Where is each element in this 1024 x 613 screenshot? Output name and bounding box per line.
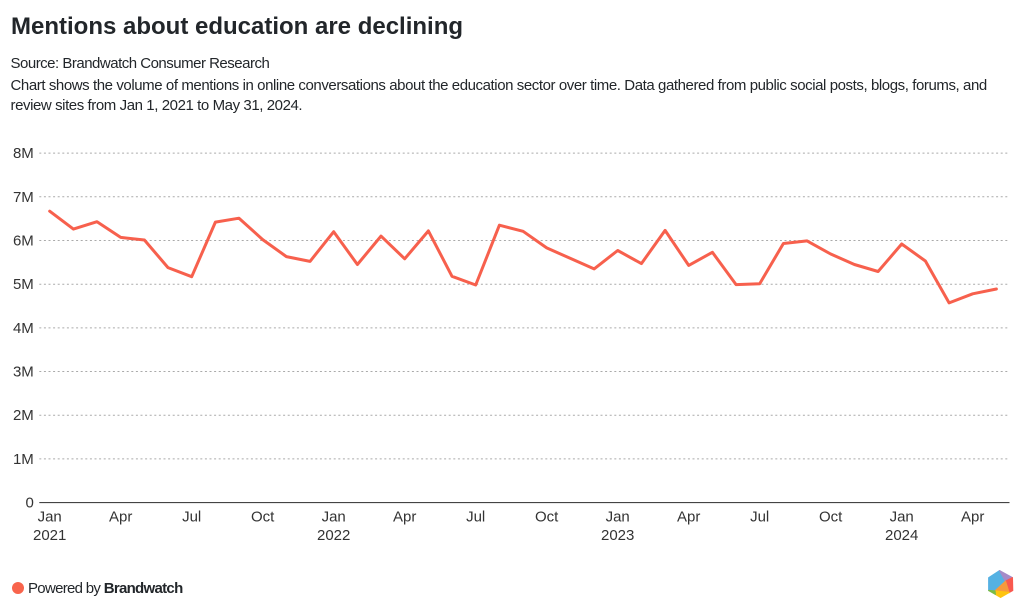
svg-text:6M: 6M <box>13 233 34 250</box>
svg-text:Oct: Oct <box>251 509 275 526</box>
svg-text:Apr: Apr <box>677 509 700 526</box>
svg-text:Jul: Jul <box>182 509 201 526</box>
svg-text:7M: 7M <box>13 189 34 206</box>
svg-text:8M: 8M <box>13 145 34 162</box>
svg-text:2024: 2024 <box>885 527 918 544</box>
svg-text:Apr: Apr <box>961 509 984 526</box>
svg-text:Jan: Jan <box>38 509 62 526</box>
svg-text:Apr: Apr <box>393 509 416 526</box>
svg-text:2021: 2021 <box>33 527 66 544</box>
svg-text:Jul: Jul <box>466 509 485 526</box>
svg-text:Jan: Jan <box>606 509 630 526</box>
svg-text:1M: 1M <box>13 451 34 468</box>
svg-text:Jan: Jan <box>890 509 914 526</box>
svg-text:Oct: Oct <box>819 509 843 526</box>
svg-text:5M: 5M <box>13 276 34 293</box>
svg-text:4M: 4M <box>13 320 34 337</box>
svg-text:2023: 2023 <box>601 527 634 544</box>
svg-text:Jan: Jan <box>322 509 346 526</box>
svg-text:Apr: Apr <box>109 509 132 526</box>
svg-text:2022: 2022 <box>317 527 350 544</box>
svg-text:3M: 3M <box>13 364 34 381</box>
svg-text:Jul: Jul <box>750 509 769 526</box>
svg-text:Oct: Oct <box>535 509 559 526</box>
svg-text:2M: 2M <box>13 407 34 424</box>
svg-text:0: 0 <box>25 495 33 512</box>
